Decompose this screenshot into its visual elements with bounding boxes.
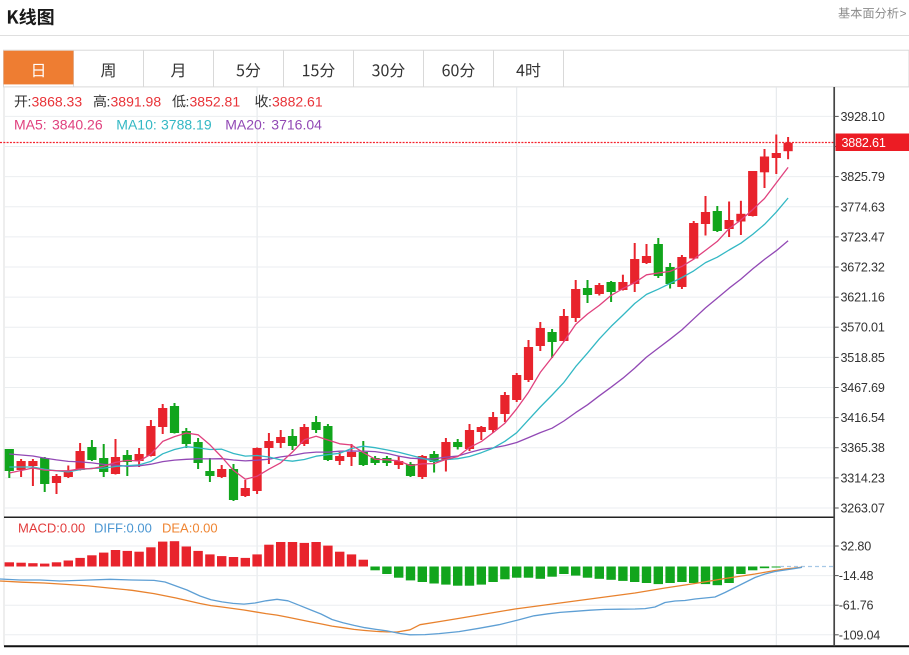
svg-text:-109.04: -109.04 [839, 628, 881, 642]
svg-text:3570.01: 3570.01 [841, 321, 885, 335]
svg-text:3868.33: 3868.33 [32, 93, 83, 109]
svg-text:3314.23: 3314.23 [841, 471, 885, 485]
svg-text:3788.19: 3788.19 [161, 116, 212, 132]
svg-text:DEA:0.00: DEA:0.00 [162, 521, 218, 536]
svg-text:3774.63: 3774.63 [841, 200, 885, 214]
svg-text:MACD:0.00: MACD:0.00 [18, 521, 85, 536]
svg-text:3672.32: 3672.32 [841, 261, 885, 275]
svg-text:3365.38: 3365.38 [841, 441, 885, 455]
svg-text:3852.81: 3852.81 [190, 93, 241, 109]
svg-text:3416.54: 3416.54 [841, 411, 885, 425]
svg-text:MA5:: MA5: [14, 116, 47, 132]
svg-text:3518.85: 3518.85 [841, 351, 885, 365]
svg-text:3621.16: 3621.16 [841, 291, 885, 305]
svg-text:32.80: 32.80 [841, 540, 872, 554]
svg-text:3928.10: 3928.10 [841, 110, 885, 124]
svg-text:>: > [900, 6, 907, 20]
svg-text:-61.76: -61.76 [839, 599, 874, 613]
svg-text:-14.48: -14.48 [839, 569, 874, 583]
svg-text:MA20:: MA20: [225, 116, 265, 132]
svg-text:3723.47: 3723.47 [841, 230, 885, 244]
svg-text:3467.69: 3467.69 [841, 381, 885, 395]
svg-text:3716.04: 3716.04 [271, 116, 322, 132]
svg-text:3825.79: 3825.79 [841, 170, 885, 184]
svg-text:DIFF:0.00: DIFF:0.00 [94, 521, 152, 536]
svg-text:3891.98: 3891.98 [111, 93, 162, 109]
svg-text:3882.61: 3882.61 [842, 136, 886, 150]
svg-text:3263.07: 3263.07 [841, 502, 885, 516]
svg-text:3882.61: 3882.61 [272, 93, 323, 109]
svg-text:3840.26: 3840.26 [52, 116, 103, 132]
svg-text:MA10:: MA10: [116, 116, 156, 132]
